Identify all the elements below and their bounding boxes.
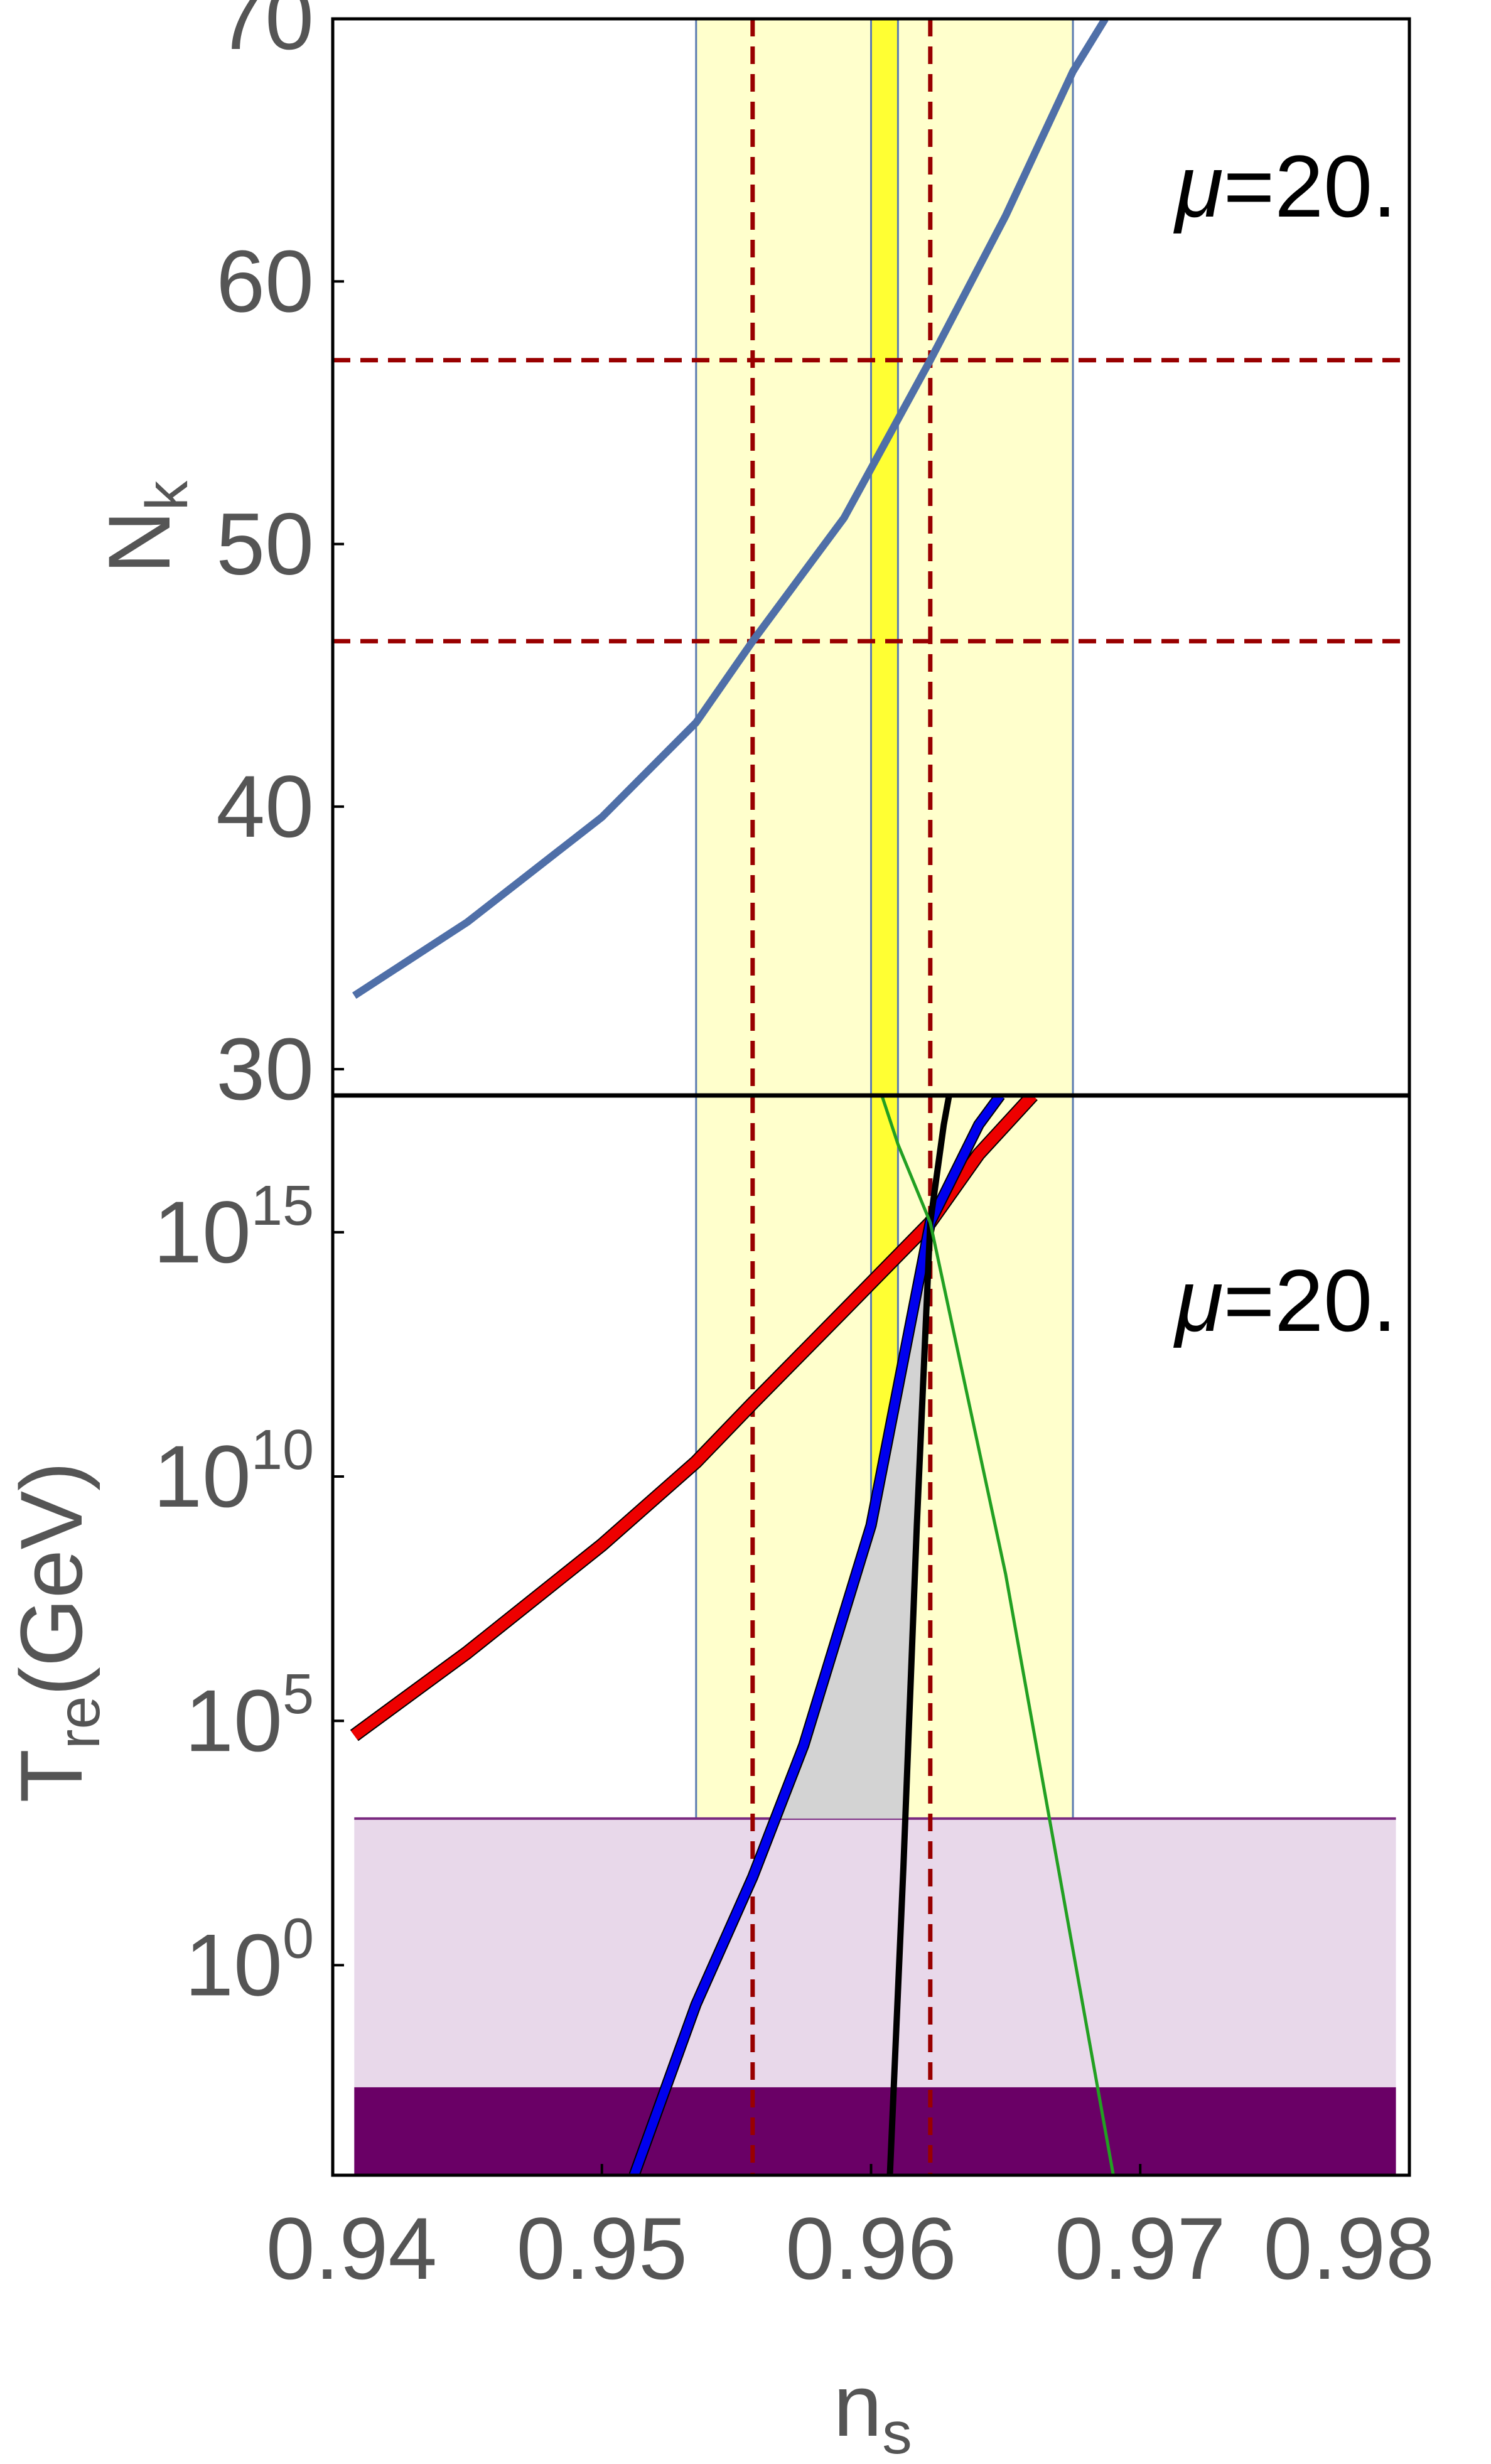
top-dashed-lines (333, 19, 1409, 1095)
top-mu-value: =20. (1224, 137, 1397, 235)
top-series (352, 19, 1109, 999)
bottom-y-tick-exp-3: 15 (251, 1175, 314, 1237)
top-y-label-sub: k (134, 480, 200, 510)
top-inner-band (871, 19, 898, 1095)
bbn-light-band (354, 1818, 1396, 2087)
allowed-region (775, 1222, 930, 1819)
bottom-y-axis-label: Tre(GeV) (2, 1461, 112, 1802)
x-label-sub: s (882, 2400, 912, 2464)
bottom-y-label-sub: re (46, 1696, 112, 1749)
bottom-y-tick-label-1: 105 (185, 1663, 314, 1770)
bottom-y-tick-label-3: 1015 (153, 1175, 314, 1281)
x-axis-label: ns (833, 2356, 912, 2464)
bottom-y-tick-exp-2: 10 (251, 1419, 314, 1482)
bottom-y-label-unit: (GeV) (2, 1461, 100, 1696)
top-series-line-0 (352, 19, 1109, 999)
bbn-dark-band (354, 2087, 1396, 2175)
top-mu-annotation: μ=20. (1173, 137, 1397, 235)
top-y-label-main: N (90, 510, 188, 574)
top-mu-symbol: μ (1173, 137, 1224, 235)
bottom-mu-symbol: μ (1173, 1251, 1224, 1350)
bottom-y-tick-label-2: 1010 (153, 1419, 314, 1525)
x-tick-label-4: 0.98 (1264, 2199, 1434, 2298)
bottom-series-line-1 (630, 1095, 1004, 2175)
top-panel: 30 40 50 60 70 μ=20. Nk (90, 0, 1411, 1118)
top-y-ticks: 30 40 50 60 70 (216, 0, 344, 1118)
bottom-y-label-main: T (2, 1749, 100, 1803)
bottom-shaded-region (775, 1222, 930, 1819)
bottom-y-tick-exp-0: 0 (283, 1907, 314, 1970)
bottom-series-line-2 (886, 1095, 952, 2175)
bottom-x-ticks: 0.94 0.95 0.96 0.97 0.98 (266, 2164, 1434, 2298)
x-tick-label-2: 0.96 (785, 2199, 956, 2298)
bottom-y-tick-base-0: 10 (185, 1915, 283, 2014)
bottom-series-line-0 (350, 1095, 1037, 1740)
bottom-y-tick-exp-1: 5 (283, 1663, 314, 1726)
bottom-series-line-3 (880, 1095, 1115, 2175)
bottom-y-tick-base-1: 10 (185, 1671, 283, 1770)
x-tick-label-0: 0.94 (266, 2199, 437, 2298)
top-y-tick-label-0: 30 (216, 1019, 314, 1118)
top-y-tick-label-3: 60 (216, 232, 314, 330)
x-tick-label-1: 0.95 (517, 2199, 687, 2298)
top-y-tick-label-1: 40 (216, 757, 314, 856)
bottom-series (350, 1095, 1115, 2175)
bottom-mu-value: =20. (1224, 1251, 1397, 1350)
top-y-tick-label-4: 70 (216, 0, 314, 68)
top-y-tick-label-2: 50 (216, 495, 314, 593)
top-y-axis-label: Nk (90, 480, 200, 574)
x-tick-label-3: 0.97 (1055, 2199, 1225, 2298)
bottom-y-tick-label-0: 100 (185, 1907, 314, 2014)
x-label-main: n (833, 2356, 882, 2455)
bottom-y-tick-base-2: 10 (153, 1427, 251, 1525)
bottom-y-tick-base-3: 10 (153, 1183, 251, 1281)
bottom-mu-annotation: μ=20. (1173, 1251, 1397, 1350)
